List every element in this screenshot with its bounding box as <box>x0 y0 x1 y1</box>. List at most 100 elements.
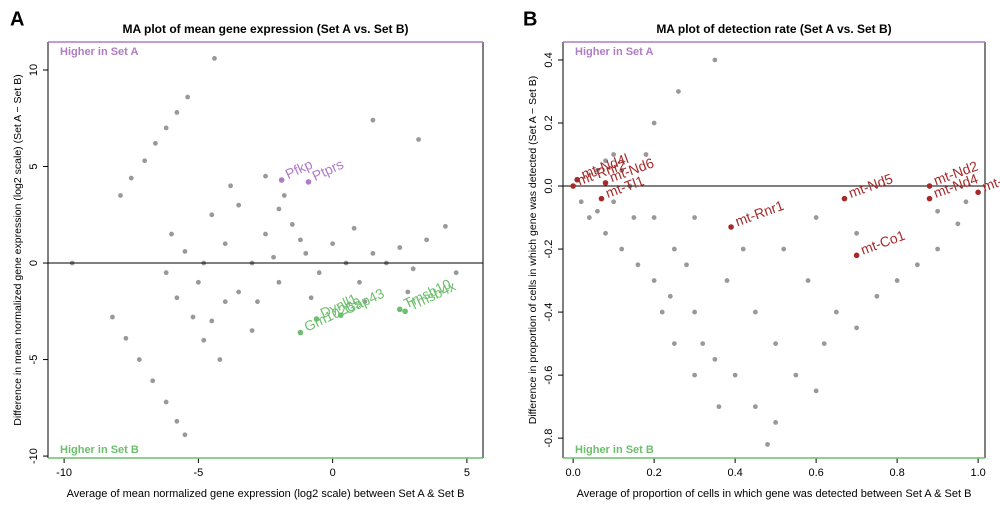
point <box>201 337 207 343</box>
y-tick-label: 0.2 <box>543 115 555 130</box>
point <box>123 335 129 341</box>
point <box>217 357 223 362</box>
point <box>955 221 961 227</box>
highlight-label: mt-Co3 <box>980 164 1000 195</box>
highlight-point <box>574 176 580 183</box>
y-tick-label: -0.6 <box>543 366 555 385</box>
point <box>182 249 188 254</box>
point <box>651 120 657 126</box>
point <box>671 246 677 252</box>
y-axis-label: Difference in proportion of cells in whi… <box>527 76 539 425</box>
point <box>578 199 584 205</box>
point <box>222 299 228 305</box>
point <box>182 432 188 438</box>
point <box>303 250 309 256</box>
highlight-label: Ptprs <box>310 156 346 184</box>
x-tick-label: 0.8 <box>889 467 904 479</box>
x-axis-label: Average of mean normalized gene expressi… <box>67 488 465 500</box>
point <box>276 206 282 212</box>
point <box>443 223 448 229</box>
point <box>255 299 260 305</box>
point <box>330 241 336 247</box>
chart-title: MA plot of detection rate (Set A vs. Set… <box>656 22 891 36</box>
point <box>276 279 282 285</box>
x-tick-label: 0 <box>330 467 336 479</box>
panel-label: A <box>10 8 24 30</box>
point <box>190 314 196 320</box>
point <box>935 246 941 252</box>
point <box>316 270 322 276</box>
y-tick-label: -10 <box>28 448 40 464</box>
highlight-point <box>975 189 981 196</box>
point <box>405 289 411 295</box>
point <box>397 245 403 250</box>
point <box>281 193 287 198</box>
point <box>595 167 600 173</box>
point <box>209 212 215 218</box>
point <box>874 293 880 299</box>
point <box>712 356 718 362</box>
y-tick-label: 0.4 <box>543 52 555 67</box>
point <box>370 250 376 256</box>
point <box>813 388 819 394</box>
point <box>854 230 860 236</box>
point <box>935 208 941 214</box>
point <box>793 372 799 378</box>
point <box>69 260 75 266</box>
highlight-label: mt-Rnr1 <box>733 197 786 229</box>
point <box>163 270 169 276</box>
point <box>854 325 860 331</box>
point <box>643 152 649 157</box>
y-tick-label: 10 <box>28 64 40 76</box>
point <box>263 173 268 179</box>
highlight-point <box>841 195 848 202</box>
point <box>424 237 430 243</box>
y-tick-label: -0.8 <box>543 429 555 448</box>
point <box>110 314 115 320</box>
x-tick-label: 5 <box>464 467 470 479</box>
point <box>805 278 811 283</box>
point <box>914 262 920 268</box>
point <box>692 215 698 220</box>
y-axis-label: Difference in mean normalized gene expre… <box>12 74 24 425</box>
point <box>833 309 839 315</box>
point <box>963 199 969 205</box>
point <box>619 246 625 252</box>
point <box>603 230 608 236</box>
point <box>142 158 148 164</box>
point <box>263 231 268 237</box>
point <box>136 357 142 362</box>
x-tick-label: -5 <box>193 467 203 479</box>
point <box>249 328 255 333</box>
point <box>195 279 201 285</box>
x-tick-label: 1.0 <box>970 467 985 479</box>
point <box>153 140 158 146</box>
point <box>453 270 459 276</box>
point <box>383 260 389 266</box>
point <box>700 341 706 346</box>
y-tick-label: -0.2 <box>543 240 555 259</box>
point <box>185 94 191 100</box>
point <box>289 222 295 227</box>
point <box>603 158 608 164</box>
x-tick-label: 0.0 <box>565 467 580 479</box>
highlight-point <box>305 179 312 185</box>
x-tick-label: 0.2 <box>646 467 661 479</box>
point <box>174 295 180 301</box>
point <box>619 167 625 173</box>
x-tick-label: 0.6 <box>808 467 823 479</box>
point <box>611 199 617 205</box>
point <box>651 215 657 220</box>
point <box>684 262 689 268</box>
point <box>692 309 698 315</box>
point <box>169 231 174 237</box>
point <box>362 299 368 305</box>
point <box>692 372 698 378</box>
point <box>781 246 787 252</box>
point <box>228 183 233 189</box>
point <box>163 125 169 131</box>
x-tick-label: -10 <box>56 467 72 479</box>
point <box>894 278 900 283</box>
point <box>651 278 657 283</box>
